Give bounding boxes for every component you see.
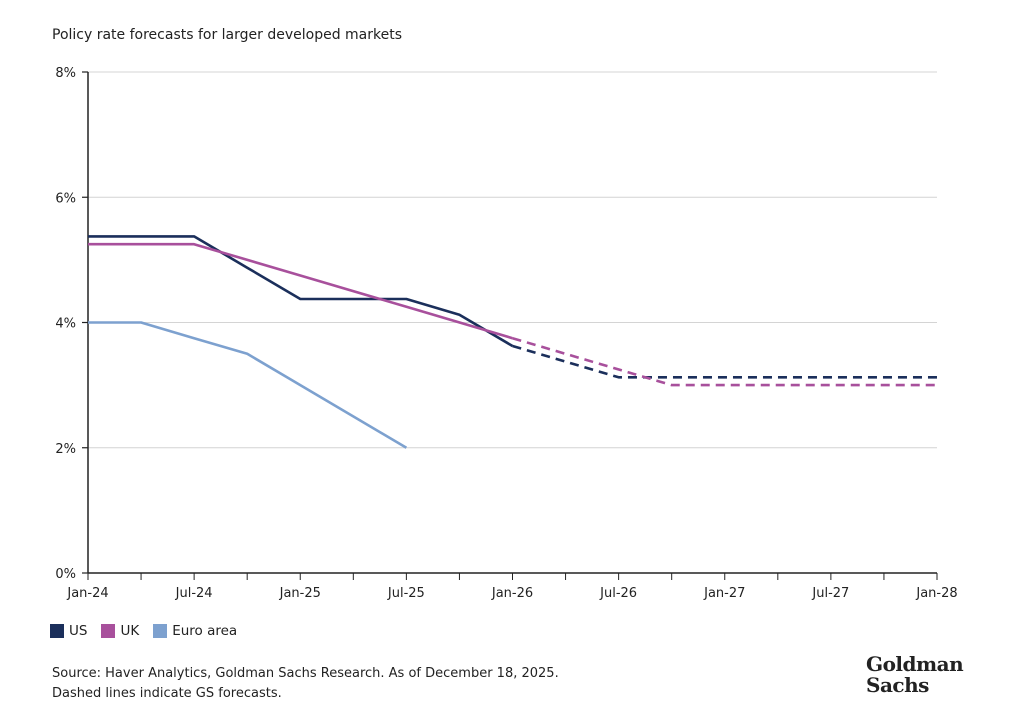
x-tick-label: Jul-25	[387, 586, 425, 601]
legend-swatch-us	[50, 624, 64, 638]
legend-swatch-euro-area	[153, 624, 168, 638]
legend-item-us: US	[50, 623, 87, 639]
legend-item-euro-area: Euro area	[153, 623, 237, 639]
legend-label-uk: UK	[120, 623, 140, 639]
chart-title: Policy rate forecasts for larger develop…	[52, 27, 403, 43]
x-tick-label: Jul-24	[175, 586, 213, 601]
source-line: Source: Haver Analytics, Goldman Sachs R…	[52, 666, 559, 681]
series-forecast-line-uk	[512, 336, 937, 387]
logo-line-2: Sachs	[866, 673, 929, 697]
x-tick-label: Jul-27	[811, 586, 849, 601]
y-tick-label: 0%	[55, 567, 76, 582]
legend-label-euro-area: Euro area	[172, 623, 238, 639]
series-line-euro-area	[88, 321, 408, 449]
goldman-sachs-logo: Goldman Sachs	[866, 652, 964, 697]
series-forecast-line-us	[512, 344, 937, 379]
x-tick-label: Jan-28	[915, 586, 957, 601]
series-line-us	[88, 235, 514, 348]
y-tick-label: 6%	[55, 191, 76, 206]
logo-line-1: Goldman	[866, 652, 964, 676]
x-tick-label: Jan-25	[279, 586, 321, 601]
y-tick-label: 8%	[55, 66, 76, 81]
legend: US UK Euro area	[50, 623, 237, 639]
forecast-note: Dashed lines indicate GS forecasts.	[52, 686, 282, 701]
legend-swatch-uk	[101, 624, 116, 638]
source-note: Source: Haver Analytics, Goldman Sachs R…	[52, 664, 559, 704]
legend-item-uk: UK	[101, 623, 139, 639]
y-tick-label: 2%	[55, 442, 76, 457]
x-tick-label: Jan-27	[703, 586, 745, 601]
x-tick-label: Jan-24	[66, 586, 108, 601]
legend-label-us: US	[69, 623, 88, 639]
series-line-uk	[88, 242, 513, 340]
y-tick-label: 4%	[55, 317, 76, 332]
x-tick-label: Jul-26	[599, 586, 637, 601]
x-tick-label: Jan-26	[491, 586, 533, 601]
